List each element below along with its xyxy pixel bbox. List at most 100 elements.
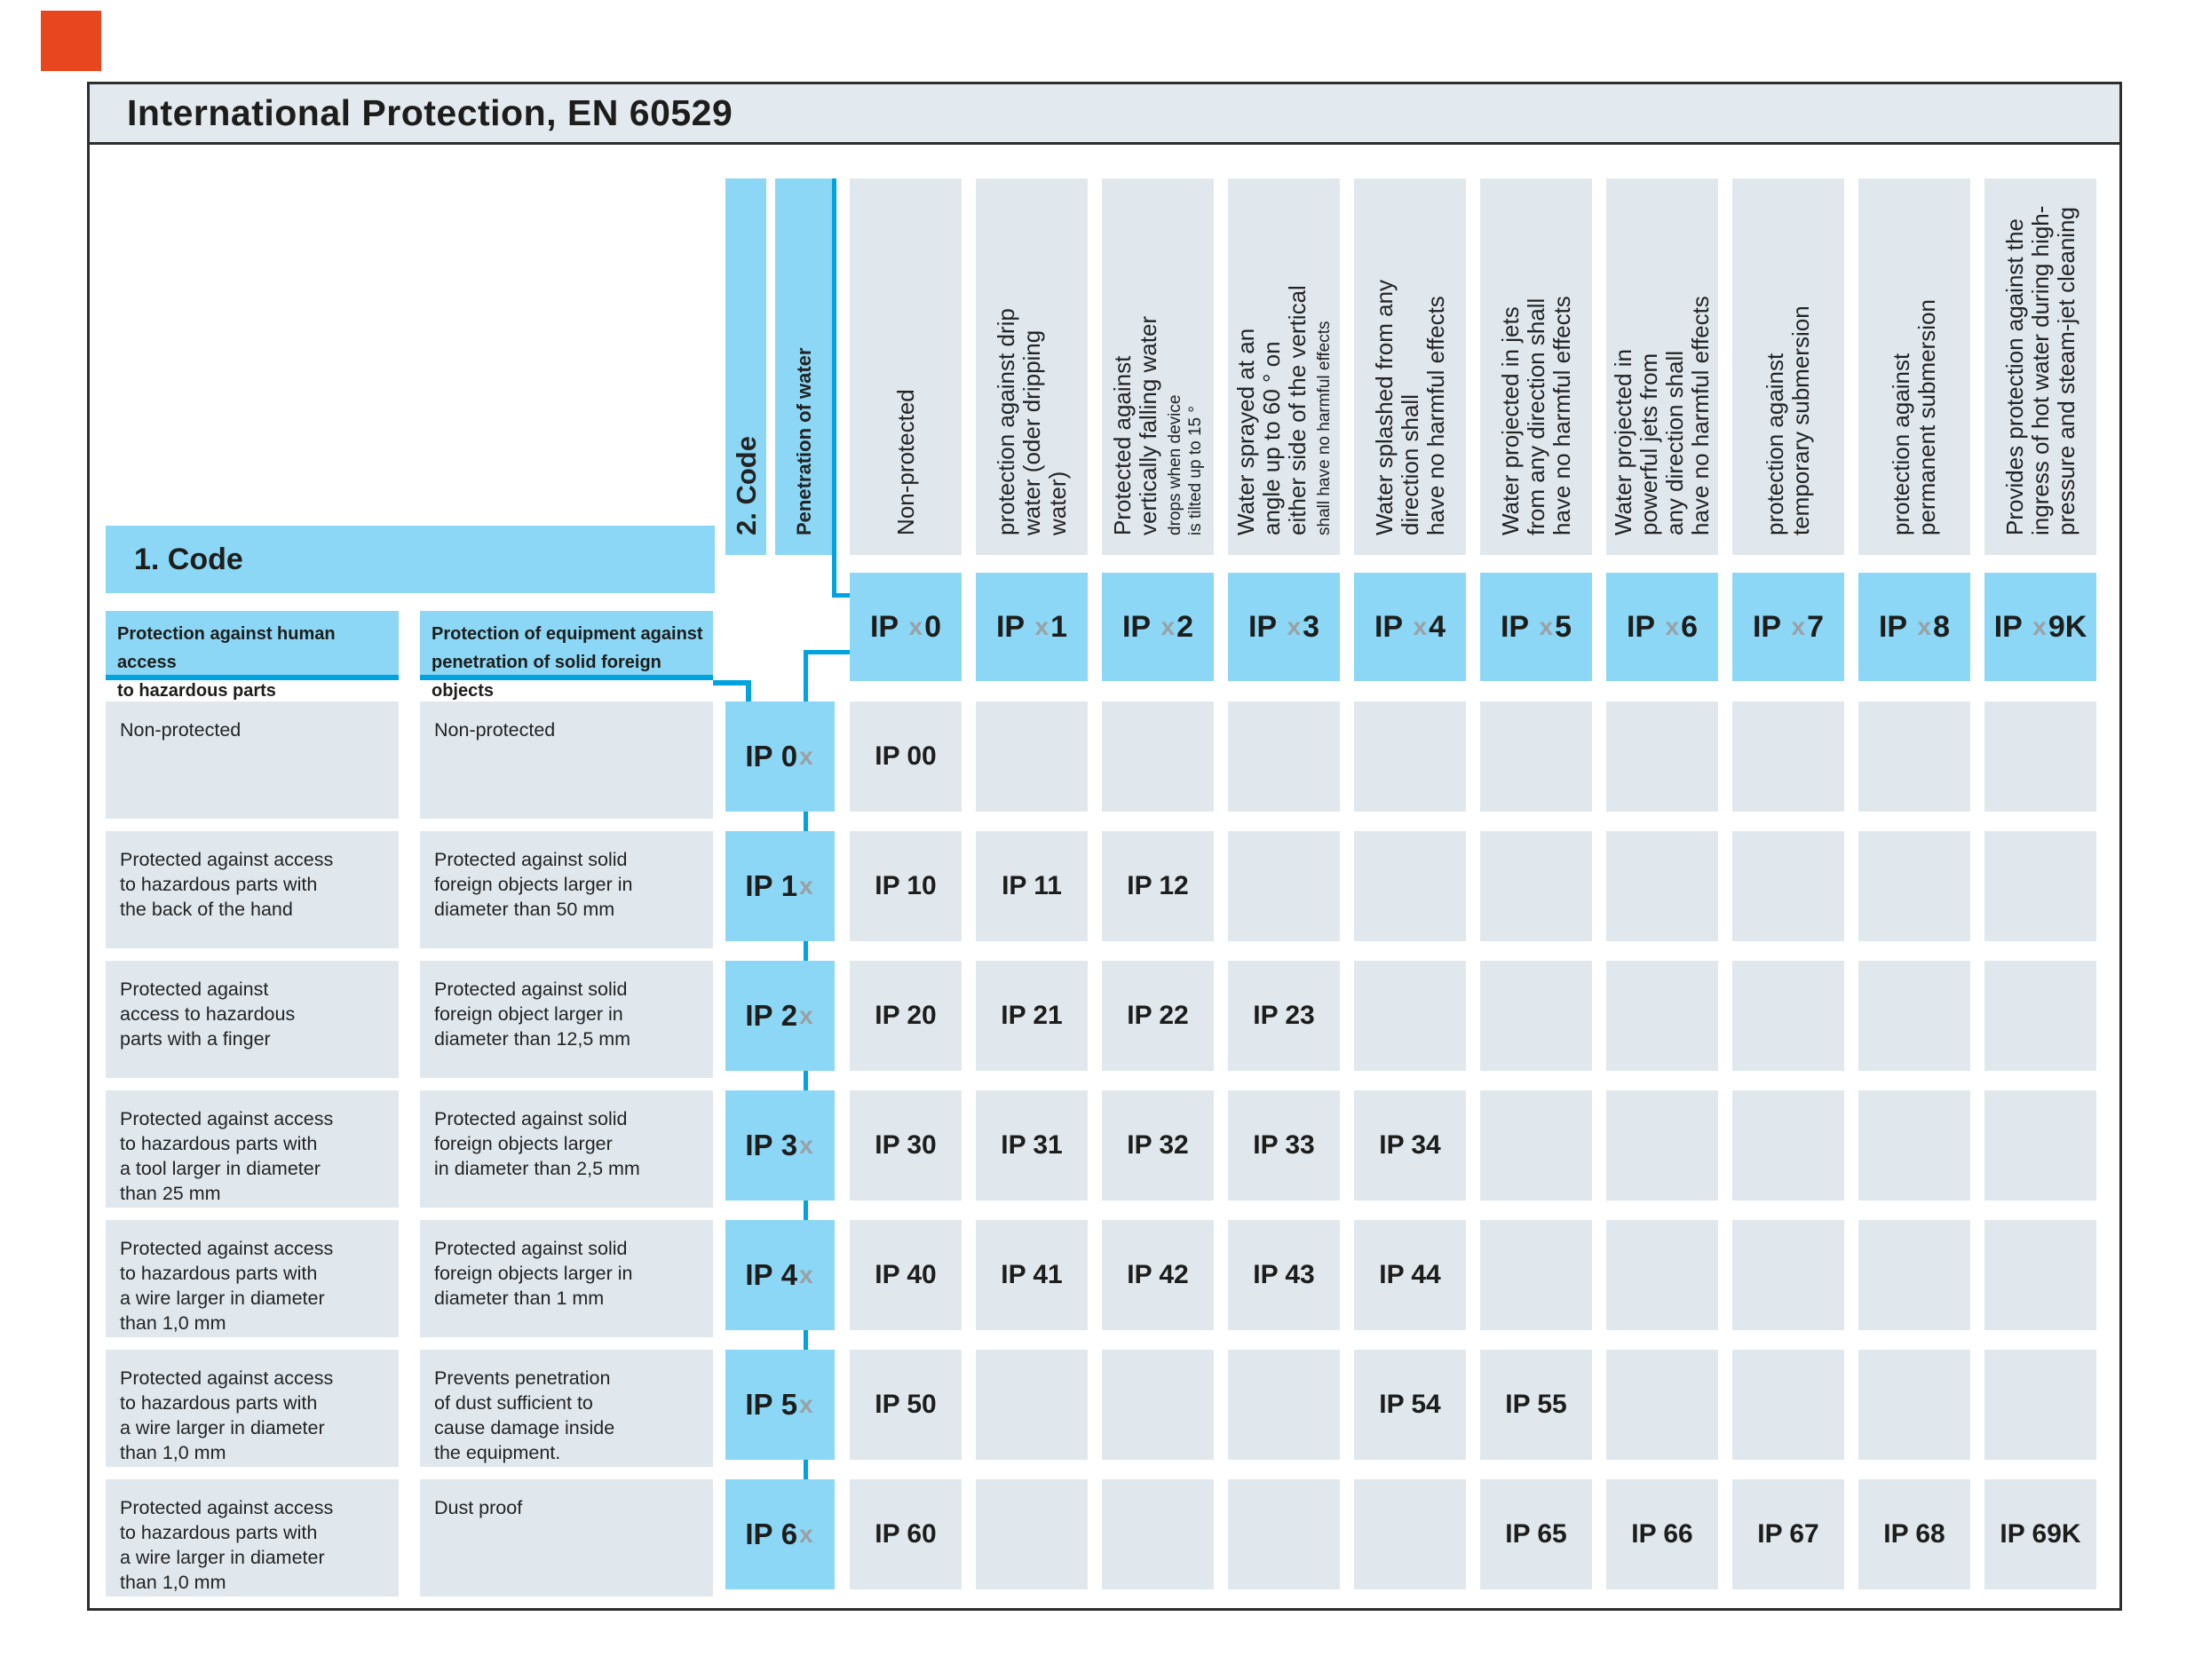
ip-value-cell: IP 31 bbox=[976, 1090, 1088, 1201]
empty-cell bbox=[1984, 831, 2096, 941]
empty-cell bbox=[1732, 1350, 1844, 1460]
row-objects-description: Non-protected bbox=[420, 701, 713, 819]
code2-column: 2. Code bbox=[725, 178, 766, 555]
ip-value-cell: IP 42 bbox=[1102, 1220, 1214, 1330]
connector-ipx0-horizontal bbox=[804, 650, 851, 654]
water-code-digit: 6 bbox=[1681, 609, 1699, 644]
empty-cell bbox=[1984, 961, 2096, 1071]
ip-value-cell: IP 44 bbox=[1354, 1220, 1466, 1330]
water-column-0: Non-protected bbox=[850, 178, 962, 555]
row-code-digit: 6 bbox=[780, 1518, 798, 1550]
water-column-note: drops when device is tilted up to 15 ° bbox=[1166, 394, 1205, 535]
ip-value-cell: IP 43 bbox=[1228, 1220, 1340, 1330]
ip-value-cell: IP 23 bbox=[1228, 961, 1340, 1071]
water-column-1: protection against drip water (oder drip… bbox=[976, 178, 1088, 555]
water-column-7: protection against temporary submersion bbox=[1732, 178, 1844, 555]
empty-cell bbox=[1732, 1220, 1844, 1330]
water-code-digit: 1 bbox=[1050, 609, 1068, 644]
empty-cell bbox=[1480, 1220, 1592, 1330]
empty-cell bbox=[1606, 701, 1718, 812]
connector-subheader-extension bbox=[713, 680, 751, 685]
row-objects-description: Protected against solid foreign object l… bbox=[420, 961, 713, 1078]
water-column-label: Water sprayed at an angle up to 60 ° on … bbox=[1232, 285, 1311, 535]
x-placeholder: x bbox=[1160, 613, 1176, 640]
water-column-8: protection against permanent submersion bbox=[1858, 178, 1970, 555]
code1-label: 1. Code bbox=[134, 542, 243, 576]
empty-cell bbox=[1354, 831, 1466, 941]
row-objects-description: Prevents penetration of dust sufficient … bbox=[420, 1350, 713, 1467]
ip-prefix: IP bbox=[1993, 609, 2023, 644]
ip-value-cell: IP 20 bbox=[850, 961, 962, 1071]
water-column-label: Protected against vertically falling wat… bbox=[1109, 315, 1161, 535]
empty-cell bbox=[1606, 1350, 1718, 1460]
subheader-solid-objects: Protection of equipment against penetrat… bbox=[420, 611, 713, 701]
ip-value-cell: IP 67 bbox=[1732, 1479, 1844, 1589]
row-access-description: Protected against access to hazardous pa… bbox=[106, 961, 399, 1078]
ip-value-cell: IP 41 bbox=[976, 1220, 1088, 1330]
row-code-digit: 0 bbox=[780, 740, 798, 773]
ip-value-cell: IP 22 bbox=[1102, 961, 1214, 1071]
row-access-description: Protected against access to hazardous pa… bbox=[106, 1220, 399, 1337]
water-code-digit: 3 bbox=[1303, 609, 1320, 644]
ip-prefix: IP bbox=[745, 740, 773, 773]
subheader-human-access: Protection against human access to hazar… bbox=[106, 611, 399, 701]
empty-cell bbox=[1228, 831, 1340, 941]
water-column-label: protection against drip water (oder drip… bbox=[992, 308, 1071, 535]
ip-prefix: IP bbox=[745, 869, 773, 902]
ip-value-cell: IP 54 bbox=[1354, 1350, 1466, 1460]
water-code-digit: 2 bbox=[1176, 609, 1194, 644]
empty-cell bbox=[1480, 961, 1592, 1071]
empty-cell bbox=[1480, 1090, 1592, 1201]
empty-cell bbox=[1858, 961, 1970, 1071]
ip-value-cell: IP 21 bbox=[976, 961, 1088, 1071]
row-code-digit: 1 bbox=[780, 869, 798, 902]
ip-prefix: IP bbox=[869, 609, 899, 644]
water-code-digit: 4 bbox=[1429, 609, 1446, 644]
empty-cell bbox=[1984, 1220, 2096, 1330]
ip-value-cell: IP 69K bbox=[1984, 1479, 2096, 1589]
ip-prefix: IP bbox=[1121, 609, 1152, 644]
empty-cell bbox=[1984, 1090, 2096, 1201]
x-placeholder: x bbox=[1665, 613, 1680, 640]
empty-cell bbox=[1606, 961, 1718, 1071]
row-objects-description: Protected against solid foreign objects … bbox=[420, 1220, 713, 1337]
ip-value-cell: IP 12 bbox=[1102, 831, 1214, 941]
ip-value-cell: IP 40 bbox=[850, 1220, 962, 1330]
x-placeholder: x bbox=[1539, 613, 1554, 640]
empty-cell bbox=[1732, 701, 1844, 812]
water-column-4: Water splashed from any direction shall … bbox=[1354, 178, 1466, 555]
empty-cell bbox=[1480, 701, 1592, 812]
empty-cell bbox=[1228, 701, 1340, 812]
ip-value-cell: IP 65 bbox=[1480, 1479, 1592, 1589]
empty-cell bbox=[1858, 701, 1970, 812]
row-access-description: Protected against access to hazardous pa… bbox=[106, 831, 399, 948]
x-placeholder: x bbox=[799, 1002, 813, 1029]
x-placeholder: x bbox=[799, 1391, 813, 1418]
row-objects-description: Protected against solid foreign objects … bbox=[420, 831, 713, 948]
ip-value-cell: IP 33 bbox=[1228, 1090, 1340, 1201]
ip-prefix: IP bbox=[745, 999, 773, 1032]
ip-value-cell: IP 55 bbox=[1480, 1350, 1592, 1460]
empty-cell bbox=[1984, 1350, 2096, 1460]
ip-value-cell: IP 00 bbox=[850, 701, 962, 812]
connector-code-chain bbox=[804, 1071, 808, 1090]
x-placeholder: x bbox=[1034, 613, 1050, 640]
empty-cell bbox=[976, 1479, 1088, 1589]
empty-cell bbox=[1606, 1090, 1718, 1201]
water-column-5: Water projected in jets from any directi… bbox=[1480, 178, 1592, 555]
penetration-of-water-column: Penetration of water bbox=[775, 178, 832, 555]
empty-cell bbox=[1354, 1479, 1466, 1589]
empty-cell bbox=[1102, 1350, 1214, 1460]
empty-cell bbox=[1606, 831, 1718, 941]
water-column-label: Provides protection against the ingress … bbox=[2000, 205, 2079, 535]
x-placeholder: x bbox=[1413, 613, 1428, 640]
